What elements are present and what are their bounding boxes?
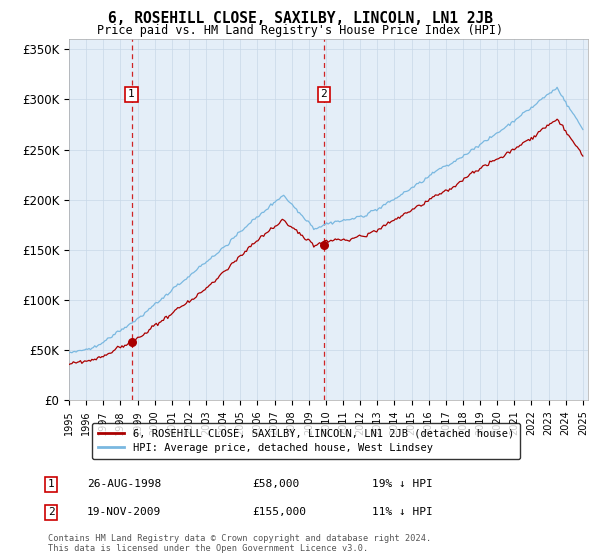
Text: 19-NOV-2009: 19-NOV-2009 <box>87 507 161 517</box>
Text: £155,000: £155,000 <box>252 507 306 517</box>
Text: 11% ↓ HPI: 11% ↓ HPI <box>372 507 433 517</box>
Text: 2: 2 <box>47 507 55 517</box>
Point <box>319 240 329 249</box>
Legend: 6, ROSEHILL CLOSE, SAXILBY, LINCOLN, LN1 2JB (detached house), HPI: Average pric: 6, ROSEHILL CLOSE, SAXILBY, LINCOLN, LN1… <box>92 423 520 459</box>
Text: 1: 1 <box>128 90 135 99</box>
Text: £58,000: £58,000 <box>252 479 299 489</box>
Text: 6, ROSEHILL CLOSE, SAXILBY, LINCOLN, LN1 2JB: 6, ROSEHILL CLOSE, SAXILBY, LINCOLN, LN1… <box>107 11 493 26</box>
Text: 1: 1 <box>47 479 55 489</box>
Text: 2: 2 <box>320 90 327 99</box>
Text: Price paid vs. HM Land Registry's House Price Index (HPI): Price paid vs. HM Land Registry's House … <box>97 24 503 37</box>
Text: 26-AUG-1998: 26-AUG-1998 <box>87 479 161 489</box>
Text: 19% ↓ HPI: 19% ↓ HPI <box>372 479 433 489</box>
Text: Contains HM Land Registry data © Crown copyright and database right 2024.
This d: Contains HM Land Registry data © Crown c… <box>48 534 431 553</box>
Point <box>127 338 136 347</box>
